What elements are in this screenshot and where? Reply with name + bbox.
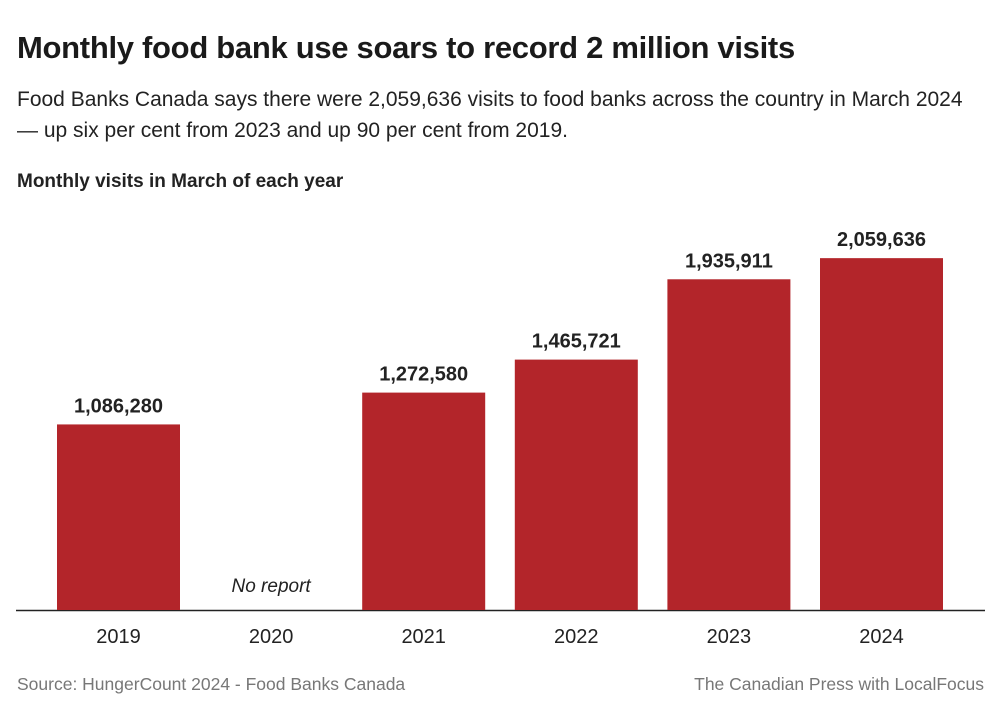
bar-2022 (514, 359, 638, 610)
section-label: Monthly visits in March of each year (17, 171, 344, 192)
bar-2021 (362, 392, 486, 610)
no-report-label: No report (231, 576, 311, 597)
x-tick-label: 2020 (249, 626, 294, 648)
chart-title: Monthly food bank use soars to record 2 … (17, 30, 795, 65)
data-label: 1,935,911 (685, 250, 773, 272)
chart-subtitle: Food Banks Canada says there were 2,059,… (17, 88, 963, 142)
bar-2019 (57, 424, 180, 610)
data-label: 2,059,636 (837, 229, 926, 251)
x-tick-label: 2021 (401, 626, 446, 648)
x-tick-label: 2023 (707, 626, 752, 648)
x-tick-label: 2024 (859, 626, 904, 648)
data-label: 1,272,580 (379, 364, 468, 386)
data-label: 1,086,280 (74, 395, 163, 417)
credit-note: The Canadian Press with LocalFocus (694, 674, 984, 694)
x-tick-label: 2019 (96, 626, 141, 648)
data-label: 1,465,721 (532, 331, 621, 353)
source-note: Source: HungerCount 2024 - Food Banks Ca… (17, 674, 406, 694)
bar-2024 (820, 258, 943, 610)
bar-2023 (667, 279, 791, 610)
x-tick-label: 2022 (554, 626, 599, 648)
